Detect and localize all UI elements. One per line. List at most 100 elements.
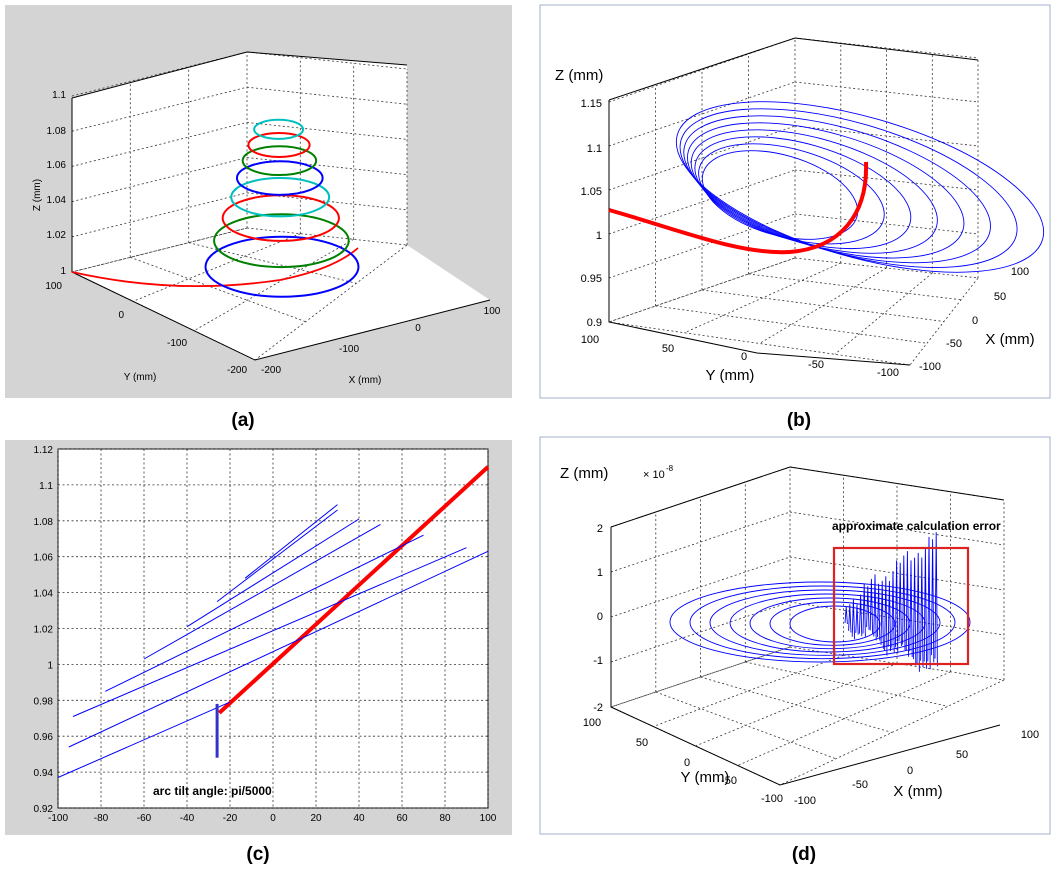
panel-d-series-ring-1 (689, 585, 956, 660)
panel-c-ytick-2: 0.96 (34, 732, 54, 743)
panel-d-ztick-2: 0 (597, 611, 603, 623)
panel-b-caption: (b) (787, 410, 811, 431)
panel-d-exponent: -8 (666, 464, 674, 473)
panel-d-annotation: approximate calculation error (832, 519, 1001, 533)
panel-a-xtick-1: -100 (339, 344, 359, 355)
panel-c-ytick-4: 1 (47, 660, 53, 671)
panel-b-xtick-2: 0 (972, 315, 978, 327)
panel-c-series (57, 465, 490, 778)
panel-a-zticks-2: 1.06 (47, 160, 67, 171)
panel-c-ytick-3: 0.98 (34, 696, 54, 707)
panel-b: 1.15 1.1 1.05 1 0.95 0.9 Z (mm) 100 50 0… (539, 4, 1051, 431)
panel-c-xtick-8: 60 (396, 813, 408, 824)
panel-d-ztick-0: 2 (597, 523, 603, 535)
panel-d-series (669, 532, 971, 672)
panel-d-xtick-1: 50 (956, 749, 968, 761)
panel-d-xtick-3: -50 (852, 779, 868, 791)
panel-d-frame (539, 436, 1051, 835)
panel-c-xtick-1: -80 (94, 813, 109, 824)
panel-c: -100 -80 -60 -40 -20 0 20 40 60 80 100 0.920.940.9… (5, 440, 512, 865)
panel-a-series-ring-2 (213, 213, 350, 269)
panel-b-ytick-0: 100 (581, 334, 599, 346)
panel-b-ytick-3: -50 (808, 359, 824, 371)
panel-c-xtick-7: 40 (353, 813, 365, 824)
panel-c-ytick-6: 1.04 (34, 589, 54, 600)
panel-d-ytick-2: 0 (684, 757, 690, 769)
panel-c-series-2 (68, 550, 489, 748)
panel-c-xtick-10: 100 (480, 813, 497, 824)
panel-b-ytick-4: -100 (877, 367, 899, 379)
panel-d-ylabel: Y (mm) (681, 769, 730, 786)
panel-d-xtick-2: 0 (907, 765, 913, 777)
panel-d-ytick-0: 100 (583, 717, 601, 729)
panel-a-series-ring-8 (253, 118, 305, 140)
panel-b-ztick-3: 1 (596, 230, 602, 242)
panel-d-axis-edges (610, 466, 1005, 786)
panel-c-ytick-9: 1.1 (39, 481, 53, 492)
panel-b-xtick-0: 100 (1011, 266, 1029, 278)
panel-c-ytick-0: 0.92 (34, 804, 54, 815)
panel-d-ztick-1: 1 (597, 567, 603, 579)
panel-c-series-4 (105, 534, 424, 692)
panel-a-series (71, 118, 360, 298)
panel-c-caption: (c) (246, 844, 269, 865)
panel-a-grid-lines (71, 51, 408, 361)
panel-b-ylabel: Y (mm) (706, 367, 755, 384)
panel-c-ytick-5: 1.02 (34, 625, 54, 636)
panel-a-xtick-2: 0 (415, 323, 421, 334)
panel-a-series-ring-5 (235, 160, 324, 196)
panel-a-ytick-0: 100 (45, 281, 62, 292)
panel-b-frame (539, 4, 1051, 399)
panel-b-ztick-5: 0.9 (587, 317, 602, 329)
panel-a-xtick-3: 100 (484, 306, 501, 317)
panel-c-xtick-5: 0 (270, 813, 276, 824)
panel-b-xlabel: X (mm) (985, 331, 1034, 348)
panel-c-series-7 (216, 509, 338, 602)
panel-d-zlabel: Z (mm) (560, 465, 608, 482)
panel-d-ytick-1: 50 (636, 737, 648, 749)
panel-b-ztick-2: 1.05 (581, 186, 602, 198)
panel-b-ytick-2: 0 (741, 351, 747, 363)
panel-c-xtick-6: 20 (310, 813, 322, 824)
panel-b-grid-lines (608, 37, 979, 366)
panel-c-series-6 (186, 518, 360, 628)
panel-a-back-walls (72, 52, 407, 272)
panel-d-xtick-0: 100 (1021, 729, 1039, 741)
panel-d-xtick-4: -100 (794, 795, 816, 807)
panel-c-xtick-0: -100 (48, 813, 68, 824)
panel-b-xtick-3: -50 (946, 338, 962, 350)
panel-b-xtick-1: 50 (994, 291, 1006, 303)
panel-a-ytick-1: 0 (118, 310, 124, 321)
panel-c-ytick-7: 1.06 (34, 553, 54, 564)
panel-a-zticks-0: 1.1 (52, 90, 66, 101)
panel-a-series-ring-1 (204, 235, 360, 298)
panel-d-highlight-box (832, 546, 970, 666)
panel-b-series-turn-7 (675, 101, 1045, 273)
panel-d-caption: (d) (792, 844, 816, 865)
panel-b-ztick-1: 1.1 (587, 143, 602, 155)
panel-a-series-ring-4 (230, 176, 331, 218)
panel-a-ytick-3: -200 (227, 365, 247, 376)
panel-b-xtick-4: -100 (919, 361, 941, 373)
panel-b-zlabel: Z (mm) (555, 67, 603, 84)
panel-a-xtick-0: -200 (261, 365, 281, 376)
panel-c-series-0 (217, 465, 490, 715)
panel-c-series-3 (72, 547, 467, 717)
panel-b-series (608, 101, 1045, 273)
panel-d-ytick-4: -100 (761, 793, 783, 805)
panel-a: 1.1 1.08 1.06 1.04 1.02 1 Z (mm) 100 0 -… (5, 5, 512, 431)
panel-c-ytick-8: 1.08 (34, 517, 54, 528)
panel-c-grid-lines (57, 448, 489, 809)
panel-d-series-error-spikes (844, 532, 938, 672)
panel-a-floor (72, 228, 490, 360)
panel-a-zlabel: Z (mm) (32, 179, 43, 211)
panel-b-ztick-4: 0.95 (581, 273, 602, 285)
panel-c-series-1 (57, 701, 231, 778)
panel-c-ytick-10: 1.12 (34, 445, 54, 456)
panel-b-ytick-1: 50 (662, 343, 674, 355)
panel-c-ytick-1: 0.94 (34, 768, 54, 779)
panel-a-zticks-4: 1.02 (47, 230, 67, 241)
panel-d: approximate calculation error Z (mm) × 1… (539, 436, 1051, 865)
panel-c-series-5 (143, 523, 381, 660)
panel-c-annotation: arc tilt angle: pi/5000 (153, 784, 272, 798)
